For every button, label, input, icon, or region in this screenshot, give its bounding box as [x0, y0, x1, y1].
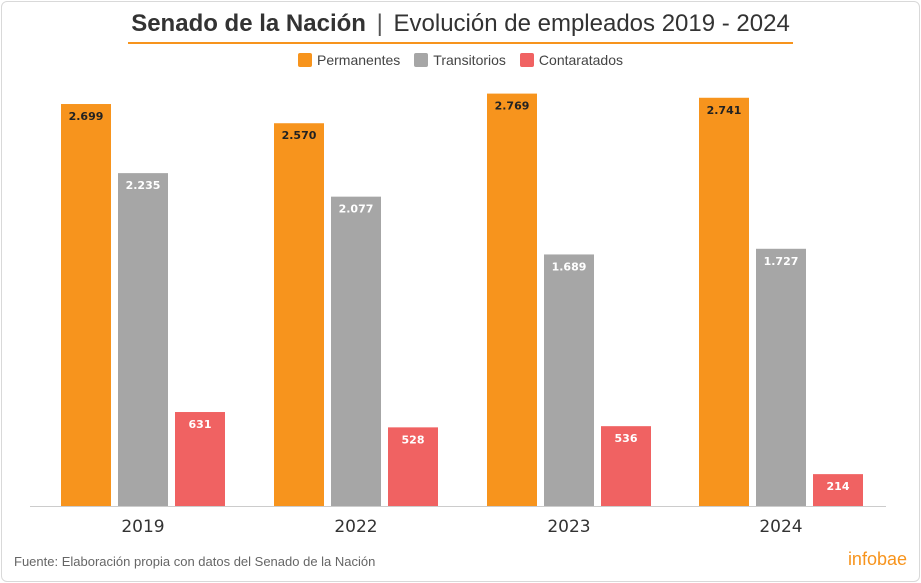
brand-logo: infobae: [847, 549, 907, 569]
legend-swatch-transitorios: [414, 53, 429, 67]
legend-swatch-contratados: [519, 53, 534, 67]
data-label-permanentes-2019: 2.699: [69, 110, 104, 123]
bar-contratados-2022: [388, 427, 438, 506]
bar-permanentes-2022: [274, 123, 324, 506]
bar-transitorios-2024: [756, 248, 806, 506]
data-label-contratados-2022: 528: [402, 433, 425, 446]
bar-transitorios-2019: [118, 173, 168, 506]
legend-label-permanentes: Permanentes: [317, 52, 401, 68]
bar-permanentes-2024: [699, 97, 749, 506]
bar-contratados-2024: [813, 474, 863, 506]
source-note: Fuente: Elaboración propia con datos del…: [14, 554, 376, 569]
bar-transitorios-2023: [544, 254, 594, 506]
data-label-contratados-2024: 214: [827, 480, 850, 493]
data-label-permanentes-2022: 2.570: [282, 129, 317, 142]
data-label-transitorios-2022: 2.077: [339, 203, 374, 216]
legend-item-permanentes: Permanentes: [298, 52, 400, 68]
data-label-permanentes-2024: 2.741: [707, 104, 742, 117]
data-label-contratados-2023: 536: [615, 432, 638, 445]
chart-title: Senado de la Nación | Evolución de emple…: [0, 10, 921, 44]
x-tick-label-2019: 2019: [121, 517, 164, 537]
legend-item-transitorios: Transitorios: [414, 52, 506, 68]
title-underline: Senado de la Nación | Evolución de emple…: [128, 10, 793, 44]
legend-swatch-permanentes: [298, 53, 313, 67]
bar-permanentes-2019: [61, 104, 111, 507]
bar-transitorios-2022: [331, 196, 381, 506]
bar-contratados-2019: [175, 412, 225, 506]
bar-permanentes-2023: [487, 93, 537, 507]
x-tick-label-2023: 2023: [547, 517, 590, 537]
title-separator: |: [376, 10, 383, 37]
x-tick-label-2022: 2022: [334, 517, 377, 537]
data-label-permanentes-2023: 2.769: [495, 100, 530, 113]
title-rest: Evolución de empleados 2019 - 2024: [393, 10, 790, 37]
x-tick-label-2024: 2024: [759, 517, 802, 537]
data-label-transitorios-2024: 1.727: [764, 255, 799, 268]
legend-item-contratados: Contaratados: [519, 52, 623, 68]
legend-label-transitorios: Transitorios: [433, 52, 506, 68]
data-label-transitorios-2019: 2.235: [126, 179, 161, 192]
legend: Permanentes Transitorios Contaratados: [0, 52, 921, 68]
title-bold: Senado de la Nación: [131, 10, 366, 37]
data-label-contratados-2019: 631: [189, 418, 212, 431]
bar-contratados-2023: [601, 426, 651, 506]
legend-label-contratados: Contaratados: [538, 52, 623, 68]
data-label-transitorios-2023: 1.689: [552, 260, 587, 273]
